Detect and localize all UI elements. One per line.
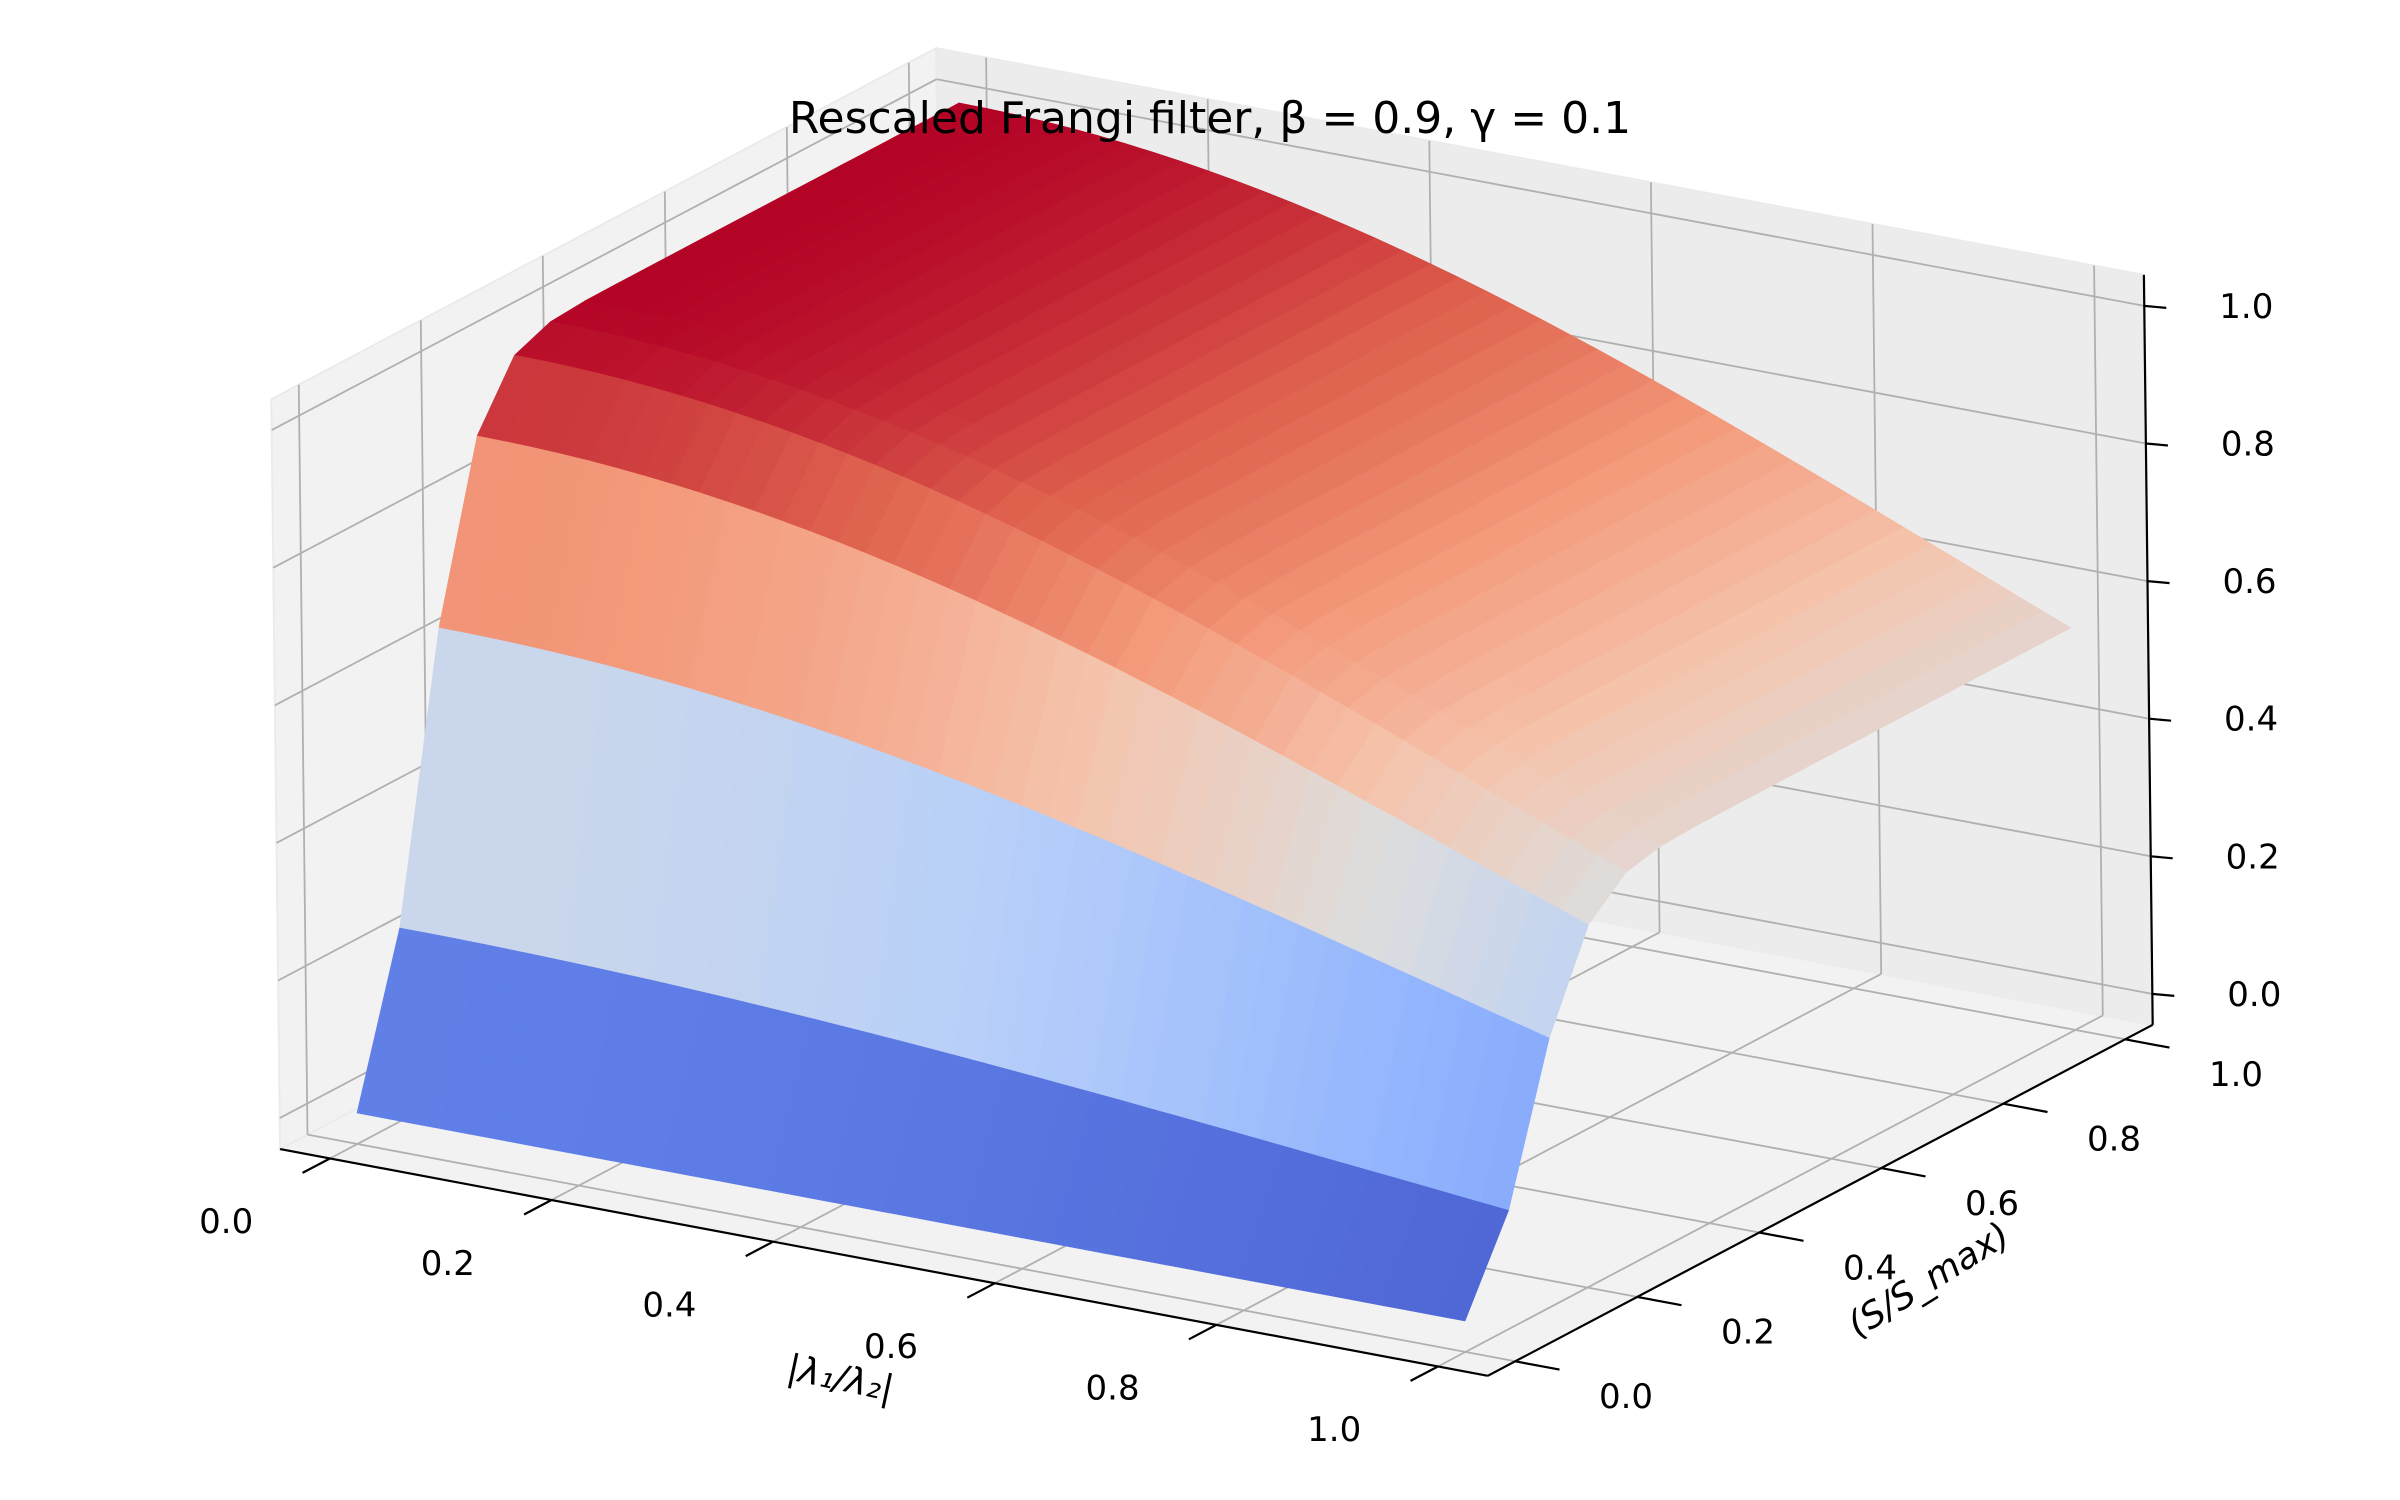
x-tick-label: 0.2 (421, 1244, 475, 1284)
y-tick-label: 0.2 (1721, 1313, 1775, 1353)
z-tick-label: 0.0 (2227, 975, 2281, 1015)
y-grid-floor (307, 1133, 1516, 1363)
z-grid-back (936, 78, 2145, 307)
y-tick-label: 0.4 (1843, 1248, 1897, 1288)
z-tick-mark (2149, 717, 2172, 722)
y-axis-line (1487, 1023, 2154, 1377)
z-tick-label: 1.0 (2219, 287, 2273, 327)
z-tick-mark (2152, 992, 2175, 997)
x-tick-label: 0.0 (199, 1202, 253, 1242)
y-tick-mark (1758, 1231, 1804, 1242)
x-tick-label: 1.0 (1307, 1410, 1361, 1450)
z-tick-mark (2144, 304, 2167, 309)
z-tick-label: 0.2 (2226, 837, 2280, 877)
y-tick-mark (2124, 1038, 2170, 1049)
y-tick-label: 0.6 (1965, 1184, 2019, 1224)
x-tick-mark (301, 1157, 331, 1174)
axis-lines (279, 274, 2175, 1382)
y-tick-mark (2002, 1102, 2048, 1114)
y-tick-label: 0.0 (1599, 1377, 1653, 1417)
y-tick-mark (1514, 1360, 1560, 1371)
y-grid-side (297, 384, 309, 1135)
z-tick-label: 0.8 (2221, 425, 2275, 465)
z-grid-side (271, 78, 938, 431)
surface-patch (1437, 1202, 1509, 1322)
z-tick-mark (2150, 855, 2173, 860)
z-tick-mark (2145, 442, 2168, 447)
tick-labels: 0.0 0.2 0.4 0.6 0.8 1.0 0.0 0.2 0.4 0.6 0.8 1.0 0.0 0… (199, 287, 2281, 1450)
y-tick-mark (1636, 1295, 1682, 1307)
chart-title: Rescaled Frangi filter, β = 0.9, γ = 0.1 (789, 93, 1631, 144)
x-tick-mark (523, 1199, 553, 1216)
y-tick-label: 0.8 (2087, 1120, 2141, 1160)
x-axis-line (279, 1148, 1489, 1377)
x-tick-label: 0.6 (864, 1327, 918, 1367)
x-grid-floor (1437, 1014, 2104, 1368)
x-tick-label: 0.4 (642, 1285, 696, 1325)
z-tick-mark (2147, 580, 2170, 585)
x-tick-mark (1188, 1323, 1217, 1341)
x-tick-label: 0.8 (1086, 1369, 1140, 1409)
x-tick-mark (745, 1240, 774, 1258)
x-tick-mark (966, 1282, 996, 1299)
z-tick-label: 0.4 (2224, 700, 2278, 740)
z-axis-line (2142, 274, 2154, 1025)
y-tick-mark (1880, 1167, 1926, 1178)
x-tick-mark (1409, 1365, 1439, 1382)
frangi-surface (356, 102, 2071, 1322)
y-tick-label: 1.0 (2209, 1055, 2263, 1095)
z-tick-label: 0.6 (2222, 562, 2276, 602)
x-grid-back (2093, 265, 2104, 1016)
